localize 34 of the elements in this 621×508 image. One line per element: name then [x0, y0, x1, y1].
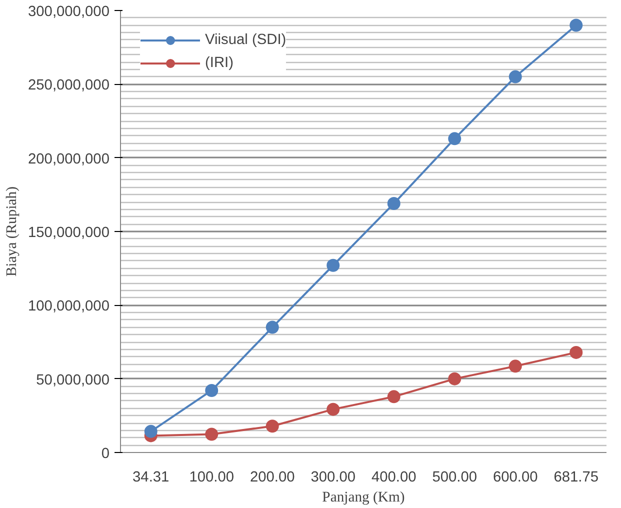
- point: [144, 424, 158, 438]
- point: [326, 258, 340, 272]
- y-tick-label: 50,000,000: [36, 372, 110, 388]
- point: [570, 18, 583, 32]
- y-tick-label: 300,000,000: [28, 4, 110, 20]
- y-tick-label: 150,000,000: [28, 225, 110, 241]
- legend-label: (IRI): [205, 55, 234, 71]
- point: [570, 346, 583, 359]
- point: [508, 360, 522, 373]
- y-tick-label: 100,000,000: [28, 298, 110, 315]
- x-tick-label: 300.00: [310, 470, 356, 486]
- x-tick-label: 681.75: [554, 470, 599, 486]
- y-tick-label: 0: [101, 446, 110, 462]
- x-axis-title: Panjang (Km): [322, 490, 405, 506]
- point: [266, 420, 279, 433]
- x-tick-label: 400.00: [371, 470, 416, 486]
- point: [266, 320, 279, 334]
- point: [205, 384, 218, 397]
- point: [205, 428, 218, 441]
- x-tick-label: 500.00: [432, 470, 478, 486]
- y-axis-title: Biaya (Rupiah): [4, 186, 20, 276]
- x-tick-label: 200.00: [250, 470, 295, 486]
- y-tick-label: 250,000,000: [28, 78, 110, 94]
- x-tick-label: 100.00: [189, 470, 234, 486]
- point: [387, 390, 400, 404]
- x-tick-label: 600.00: [492, 470, 538, 486]
- y-tick-label: 200,000,000: [28, 151, 110, 168]
- point: [326, 402, 340, 416]
- legend-label: Viisual (SDI): [205, 32, 286, 48]
- point: [508, 70, 522, 84]
- point: [448, 132, 462, 146]
- point: [387, 197, 400, 210]
- point: [448, 372, 462, 386]
- x-tick-label: 34.31: [132, 470, 170, 486]
